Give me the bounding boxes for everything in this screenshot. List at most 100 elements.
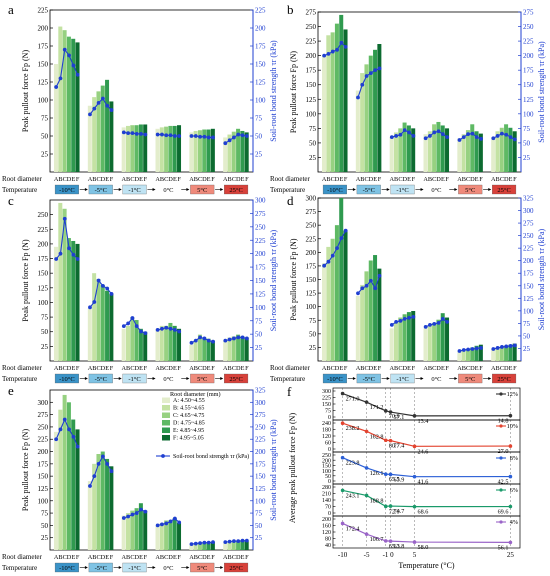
bar bbox=[130, 125, 135, 172]
diameter-letter: E bbox=[207, 176, 211, 183]
temp-label: -10°C bbox=[327, 187, 343, 194]
diameter-letter: A bbox=[122, 365, 127, 372]
y2-tick-label: 75 bbox=[255, 115, 263, 123]
y-tick-label: 280 bbox=[322, 485, 331, 491]
temp-box bbox=[390, 184, 415, 195]
temp-label: -1°C bbox=[128, 565, 140, 572]
diameter-letter: D bbox=[202, 554, 207, 561]
temp-arrow-head bbox=[386, 377, 390, 380]
y2-tick-label: 100 bbox=[255, 304, 266, 312]
bond-point bbox=[402, 128, 407, 133]
bar bbox=[478, 344, 483, 361]
y-tick-label: 275 bbox=[306, 9, 317, 17]
temp-box bbox=[156, 563, 181, 572]
bar bbox=[109, 466, 114, 550]
y2-axis-title: Soil-root bond strength τr (kPa) bbox=[269, 229, 278, 331]
bond-point bbox=[377, 66, 382, 71]
temp-arrow-head bbox=[152, 377, 156, 380]
diameter-letter: E bbox=[339, 176, 343, 183]
y-tick-label: 60 bbox=[325, 441, 331, 447]
bar bbox=[360, 73, 365, 172]
bar bbox=[168, 520, 173, 550]
y2-tick-label: 25 bbox=[523, 345, 531, 353]
bar bbox=[393, 322, 398, 361]
bar bbox=[159, 127, 164, 172]
bar bbox=[172, 518, 177, 550]
y2-tick-label: 150 bbox=[255, 277, 266, 285]
bond-point bbox=[512, 137, 517, 142]
bar bbox=[143, 124, 148, 172]
diameter-letter: F bbox=[445, 365, 449, 372]
data-label: 172.4 bbox=[346, 525, 360, 532]
bar bbox=[155, 328, 160, 361]
y2-tick-label: 125 bbox=[523, 295, 534, 303]
bond-point bbox=[402, 316, 407, 321]
panel-f: f Average peak pullout force Fp (N) 300225… bbox=[287, 384, 521, 570]
bond-point bbox=[457, 349, 462, 353]
bond-point bbox=[398, 132, 403, 137]
x-axis-title: Temperature (°C) bbox=[398, 561, 455, 570]
temp-arrow-head bbox=[352, 377, 356, 380]
y-tick-label: 210 bbox=[322, 492, 331, 498]
series-point bbox=[388, 539, 393, 543]
diameter-letter: C bbox=[130, 176, 134, 183]
diameter-letter: B bbox=[228, 176, 232, 183]
bar bbox=[236, 541, 241, 550]
series-point bbox=[340, 488, 345, 493]
series-legend-label: 8% bbox=[510, 455, 518, 462]
diameter-letter: C bbox=[232, 365, 236, 372]
bond-point bbox=[105, 286, 110, 291]
legend-item: B: 4.55~4.65 bbox=[173, 406, 204, 412]
diameter-letter: A bbox=[322, 176, 327, 183]
temp-label: 25°C bbox=[229, 565, 242, 572]
bond-point bbox=[202, 134, 207, 139]
bond-point bbox=[326, 259, 331, 264]
y2-tick-label: 300 bbox=[255, 197, 266, 205]
temperature-row-label: Temperature bbox=[270, 186, 305, 194]
bar bbox=[322, 55, 327, 172]
bond-point bbox=[508, 135, 513, 139]
bond-point bbox=[232, 539, 236, 544]
bond-point bbox=[134, 511, 139, 515]
diameter-letter: F bbox=[211, 554, 215, 561]
y-tick-label: 275 bbox=[306, 208, 317, 216]
bar bbox=[58, 409, 63, 550]
temp-label: 25°C bbox=[497, 376, 510, 383]
bond-point bbox=[155, 327, 160, 332]
diameter-letter: C bbox=[500, 176, 504, 183]
series-line bbox=[342, 489, 511, 508]
data-label: 238.2 bbox=[346, 425, 360, 432]
series-point bbox=[364, 400, 369, 404]
plot-frame bbox=[49, 9, 254, 173]
data-label: 27.0 bbox=[498, 448, 509, 455]
bar bbox=[159, 522, 164, 550]
y2-axis-title: Soil-root bond strength τr (kPa) bbox=[537, 228, 546, 330]
data-label: 42.5 bbox=[498, 479, 509, 486]
bar bbox=[402, 122, 407, 172]
bond-point bbox=[67, 427, 71, 432]
data-label: 106.7 bbox=[370, 536, 384, 543]
temp-arrow-head bbox=[352, 188, 356, 191]
temp-label: -10°C bbox=[59, 187, 75, 194]
bar bbox=[427, 325, 432, 361]
bar bbox=[71, 240, 76, 361]
diameter-letter: F bbox=[344, 176, 348, 183]
legend-line-point bbox=[161, 454, 165, 458]
bar bbox=[457, 351, 462, 361]
bond-point bbox=[121, 130, 126, 135]
diameter-letter: B bbox=[360, 176, 364, 183]
temp-box bbox=[156, 374, 181, 383]
bond-point bbox=[92, 106, 97, 111]
bond-point bbox=[500, 131, 504, 136]
diameter-letter: F bbox=[211, 176, 215, 183]
series-legend-point bbox=[499, 424, 503, 428]
y-tick-label: 50 bbox=[309, 139, 317, 147]
panel-label: c bbox=[8, 193, 14, 208]
bar bbox=[75, 243, 80, 361]
bar bbox=[159, 325, 164, 361]
bond-point bbox=[202, 336, 207, 341]
bar bbox=[193, 339, 198, 361]
bar bbox=[227, 542, 232, 550]
temp-box bbox=[122, 373, 147, 384]
y-tick-label: 225 bbox=[306, 38, 317, 46]
